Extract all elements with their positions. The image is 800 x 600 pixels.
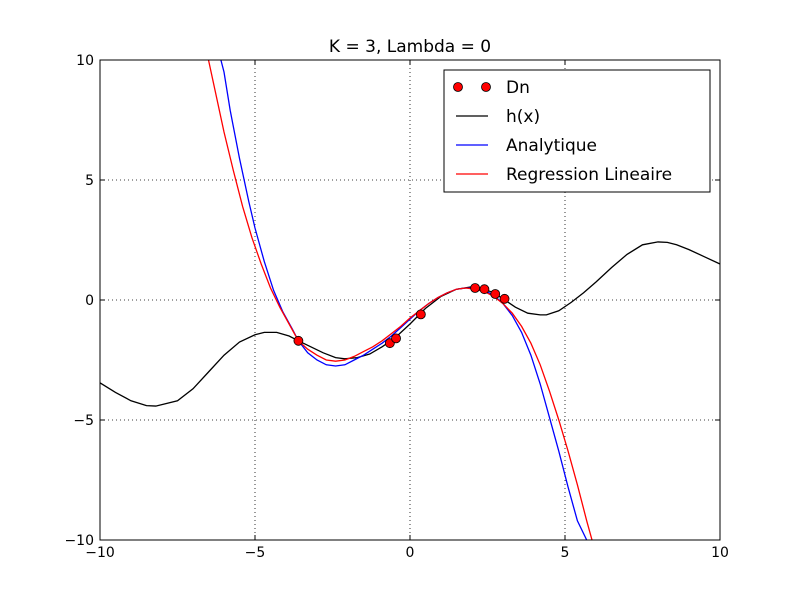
data-point (479, 284, 490, 295)
series-line-analytique (220, 60, 588, 540)
data-point (490, 289, 501, 299)
ticks: −10 −5 0 5 10 −10 −5 0 5 10 (64, 53, 728, 561)
y-tick-label: −10 (64, 533, 94, 549)
legend-label: h(x) (506, 107, 540, 127)
y-tick-label: 0 (85, 293, 94, 309)
legend-marker (453, 82, 463, 92)
x-tick-label: 0 (406, 545, 415, 561)
legend: Dn h(x) Analytique Regression Lineaire (443, 69, 711, 193)
points-group (293, 283, 510, 349)
y-tick-label: 10 (76, 53, 94, 69)
legend-label: Analytique (506, 136, 597, 156)
data-point (391, 333, 401, 344)
legend-label: Regression Lineaire (506, 165, 672, 185)
x-tick-label: 10 (711, 545, 729, 561)
y-tick-label: −5 (73, 413, 94, 429)
x-tick-label: −10 (85, 545, 115, 561)
x-tick-label: −5 (245, 545, 266, 561)
data-point (470, 283, 481, 293)
y-tick-label: 5 (85, 173, 94, 189)
series-line-h-x- (100, 241, 720, 407)
data-point (499, 293, 510, 304)
series-line-regression-lineaire (207, 60, 593, 540)
legend-marker (481, 82, 491, 92)
x-tick-label: 5 (561, 545, 570, 561)
data-point (415, 309, 426, 320)
data-point (293, 335, 304, 346)
legend-label: Dn (506, 78, 530, 98)
chart-title: K = 3, Lambda = 0 (329, 37, 491, 57)
